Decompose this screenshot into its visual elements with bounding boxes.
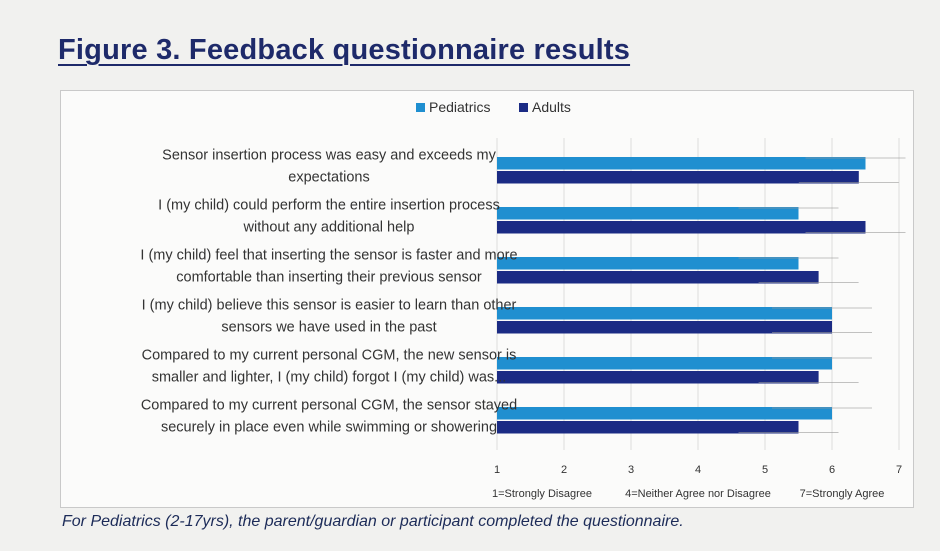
category-label-6-line-2: securely in place even while swimming or… [161, 420, 497, 436]
feedback-bar-chart: Pediatrics Adults Sensor insertion process… [140, 99, 906, 500]
category-label-3-line-1: I (my child) feel that inserting the sen… [140, 248, 517, 264]
bar-pediatrics-5 [497, 357, 832, 370]
category-label-2-line-1: I (my child) could perform the entire in… [158, 198, 500, 214]
category-label-1-line-2: expectations [288, 170, 369, 186]
legend-swatch-adults [519, 103, 528, 112]
legend-swatch-pediatrics [416, 103, 425, 112]
chart-frame: Pediatrics Adults Sensor insertion process… [60, 90, 914, 508]
x-tick-label-3: 3 [628, 464, 634, 476]
x-tick-label-5: 5 [762, 464, 768, 476]
category-label-3-line-2: comfortable than inserting their previou… [176, 270, 482, 286]
bar-pediatrics-4 [497, 307, 832, 320]
legend-label-pediatrics: Pediatrics [429, 99, 490, 115]
figure-caption: For Pediatrics (2-17yrs), the parent/gua… [62, 513, 684, 530]
bar-pediatrics-3 [497, 257, 799, 270]
scale-label-3: 7=Strongly Agree [800, 488, 885, 500]
x-tick-label-4: 4 [695, 464, 701, 476]
category-label-1-line-1: Sensor insertion process was easy and ex… [162, 148, 496, 164]
bar-adults-6 [497, 421, 799, 434]
scale-label-1: 1=Strongly Disagree [492, 488, 592, 500]
category-label-4-line-2: sensors we have used in the past [221, 320, 436, 336]
bar-adults-4 [497, 321, 832, 334]
figure-title: Figure 3. Feedback questionnaire results [58, 34, 631, 66]
category-label-5-line-1: Compared to my current personal CGM, the… [142, 348, 517, 364]
bar-adults-2 [497, 221, 866, 234]
category-label-2-line-2: without any additional help [243, 220, 415, 236]
bar-adults-1 [497, 171, 859, 184]
bar-adults-5 [497, 371, 819, 384]
legend-label-adults: Adults [532, 99, 571, 115]
bar-pediatrics-6 [497, 407, 832, 420]
bar-adults-3 [497, 271, 819, 284]
x-tick-label-6: 6 [829, 464, 835, 476]
bar-pediatrics-2 [497, 207, 799, 220]
scale-label-2: 4=Neither Agree nor Disagree [625, 488, 771, 500]
x-tick-label-7: 7 [896, 464, 902, 476]
x-tick-label-1: 1 [494, 464, 500, 476]
bar-pediatrics-1 [497, 157, 866, 170]
category-label-6-line-1: Compared to my current personal CGM, the… [141, 398, 517, 414]
category-label-5-line-2: smaller and lighter, I (my child) forgot… [152, 370, 507, 386]
x-tick-label-2: 2 [561, 464, 567, 476]
category-label-4-line-1: I (my child) believe this sensor is easi… [142, 298, 517, 314]
